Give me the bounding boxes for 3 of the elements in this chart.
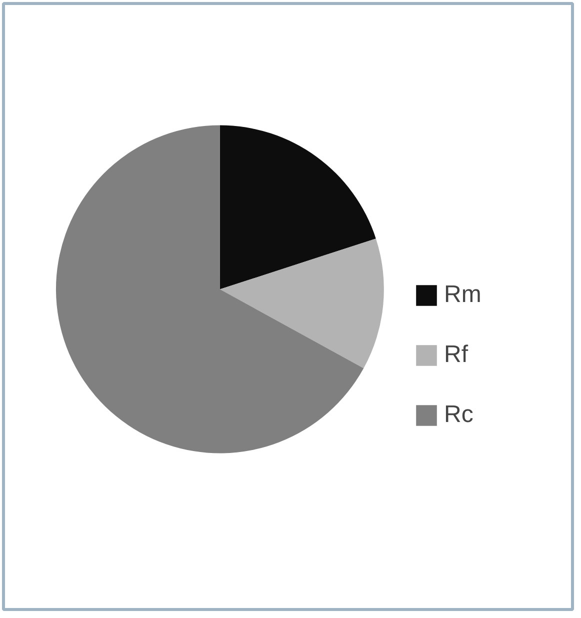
legend-label: Rm [444,281,482,309]
legend-label: Rf [444,341,468,369]
legend-label: Rc [444,401,474,429]
